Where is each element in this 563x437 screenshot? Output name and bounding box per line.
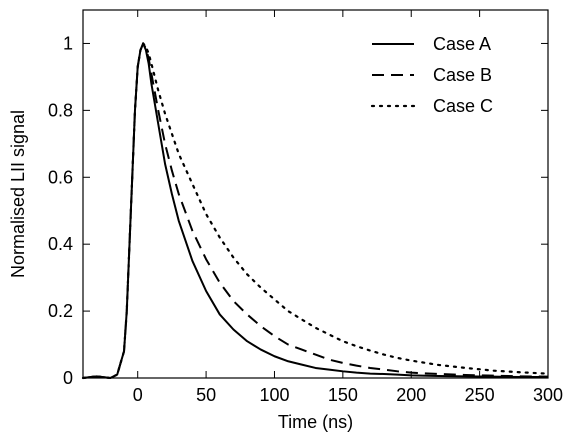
x-axis-label: Time (ns) — [278, 412, 353, 432]
y-tick-label: 1 — [63, 33, 73, 53]
y-tick-label: 0.2 — [48, 301, 73, 321]
x-tick-label: 100 — [259, 385, 289, 405]
series-line-case-b — [82, 42, 549, 379]
legend-label: Case C — [433, 96, 493, 116]
y-tick-label: 0 — [63, 368, 73, 388]
x-tick-label: 300 — [533, 385, 563, 405]
x-tick-label: 250 — [465, 385, 495, 405]
legend-label: Case A — [433, 34, 491, 54]
x-tick-label: 0 — [133, 385, 143, 405]
y-axis-label: Normalised LII signal — [8, 110, 28, 278]
series-line-case-c — [81, 42, 550, 380]
legend-label: Case B — [433, 65, 492, 85]
x-tick-label: 200 — [396, 385, 426, 405]
x-tick-label: 50 — [196, 385, 216, 405]
y-tick-label: 0.8 — [48, 100, 73, 120]
y-tick-label: 0.6 — [48, 167, 73, 187]
plot-frame — [82, 9, 549, 379]
y-tick-label: 0.4 — [48, 234, 73, 254]
legend: Case A Case B Case C — [370, 34, 493, 116]
x-tick-label: 150 — [328, 385, 358, 405]
